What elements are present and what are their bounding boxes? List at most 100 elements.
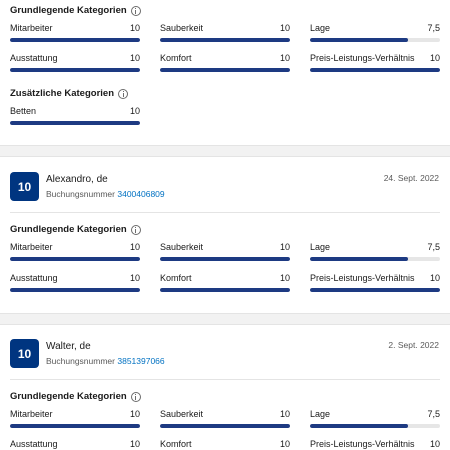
metric-label: Lage [310,409,331,419]
metric-bar [310,288,440,292]
metric-location: Lage 7,5 [310,408,440,428]
metric-bar-fill [10,257,140,261]
metric-label: Ausstattung [10,439,58,449]
metric-comfort: Komfort 10 [160,272,290,292]
metric-cleanliness: Sauberkeit 10 [160,408,290,428]
metric-bar-fill [310,257,408,261]
metric-bar-fill [10,288,140,292]
metric-staff: Mitarbeiter 10 [10,22,140,42]
metric-bar [160,257,290,261]
metric-bar [10,288,140,292]
booking-number-line: Buchungsnummer 3400406809 [46,189,165,199]
basic-categories-title: Grundlegende Kategorien [10,224,141,235]
basic-categories-title: Grundlegende Kategorien [10,391,141,402]
metric-value: 10 [279,242,290,252]
booking-number-link[interactable]: 3400406809 [117,189,165,199]
info-icon[interactable] [130,391,141,402]
metric-bar [310,257,440,261]
review-score-badge: 10 [10,339,39,368]
extra-categories-title: Zusätzliche Kategorien [10,88,128,99]
metric-value: 10 [279,273,290,283]
metric-bar [160,68,290,72]
metric-value: 7,5 [427,409,440,419]
metric-value: 10 [129,242,140,252]
metric-comfort: Komfort 10 [160,438,290,450]
metric-facilities: Ausstattung 10 [10,52,140,72]
metric-location: Lage 7,5 [310,241,440,261]
metric-facilities: Ausstattung 10 [10,272,140,292]
metric-bar-fill [310,38,408,42]
metric-value: 10 [429,53,440,63]
metric-label: Preis-Leistungs-Verhältnis [310,273,415,283]
metric-bar [10,68,140,72]
metric-cleanliness: Sauberkeit 10 [160,22,290,42]
metric-label: Sauberkeit [160,242,204,252]
metric-label: Preis-Leistungs-Verhältnis [310,53,415,63]
metric-bar [160,38,290,42]
basic-categories-label: Grundlegende Kategorien [10,224,127,235]
metric-value-for-money: Preis-Leistungs-Verhältnis 10 [310,438,440,450]
metric-value-for-money: Preis-Leistungs-Verhältnis 10 [310,272,440,292]
booking-number-label: Buchungsnummer [46,189,115,199]
metric-bar [160,288,290,292]
review-date: 24. Sept. 2022 [383,173,439,183]
metric-bar [310,38,440,42]
metric-value: 10 [429,439,440,449]
metric-staff: Mitarbeiter 10 [10,408,140,428]
reviewer-name[interactable]: Alexandro, de [46,174,108,185]
metric-bar [10,424,140,428]
info-icon[interactable] [118,88,128,99]
info-icon[interactable] [130,5,141,16]
metric-label: Sauberkeit [160,409,204,419]
metric-bar-fill [160,288,290,292]
metric-label: Ausstattung [10,273,58,283]
metric-label: Komfort [160,53,192,63]
metric-label: Lage [310,242,331,252]
metric-bar [10,121,140,125]
booking-number-link[interactable]: 3851397066 [117,356,165,366]
metric-bar-fill [160,38,290,42]
metric-value: 10 [429,273,440,283]
metric-value: 10 [279,23,290,33]
metric-label: Mitarbeiter [10,242,53,252]
metric-staff: Mitarbeiter 10 [10,241,140,261]
metric-value-for-money: Preis-Leistungs-Verhältnis 10 [310,52,440,72]
metric-facilities: Ausstattung 10 [10,438,140,450]
metric-label: Mitarbeiter [10,23,53,33]
metric-bar-fill [310,288,440,292]
review-date: 2. Sept. 2022 [388,340,439,350]
metric-bar-fill [10,68,140,72]
metric-bar-fill [10,121,140,125]
section-divider [0,313,450,325]
metric-value: 10 [129,53,140,63]
basic-categories-label: Grundlegende Kategorien [10,5,127,16]
metric-value: 7,5 [427,242,440,252]
metric-bar-fill [310,68,440,72]
basic-categories-title: Grundlegende Kategorien [10,5,141,16]
metric-bar-fill [160,68,290,72]
metric-label: Betten [10,106,37,116]
metric-value: 10 [279,53,290,63]
metric-location: Lage 7,5 [310,22,440,42]
metric-value: 10 [129,23,140,33]
metric-label: Sauberkeit [160,23,204,33]
metric-value: 7,5 [427,23,440,33]
metric-bar-fill [160,424,290,428]
metric-label: Komfort [160,273,192,283]
info-icon[interactable] [130,224,141,235]
metric-bar [10,257,140,261]
metric-beds: Betten 10 [10,105,140,125]
metric-value: 10 [129,409,140,419]
metric-label: Ausstattung [10,53,58,63]
metric-bar [310,68,440,72]
metric-bar-fill [160,257,290,261]
metric-value: 10 [129,106,140,116]
metric-value: 10 [129,439,140,449]
metric-label: Komfort [160,439,192,449]
metric-bar-fill [310,424,408,428]
metric-value: 10 [279,409,290,419]
metric-value: 10 [129,273,140,283]
reviewer-name[interactable]: Walter, de [46,341,91,352]
metric-label: Preis-Leistungs-Verhältnis [310,439,415,449]
booking-number-label: Buchungsnummer [46,356,115,366]
